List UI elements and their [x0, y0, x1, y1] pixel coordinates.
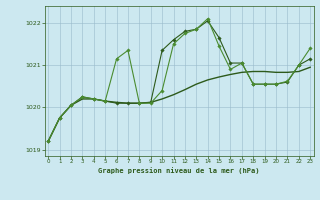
X-axis label: Graphe pression niveau de la mer (hPa): Graphe pression niveau de la mer (hPa)	[99, 167, 260, 174]
